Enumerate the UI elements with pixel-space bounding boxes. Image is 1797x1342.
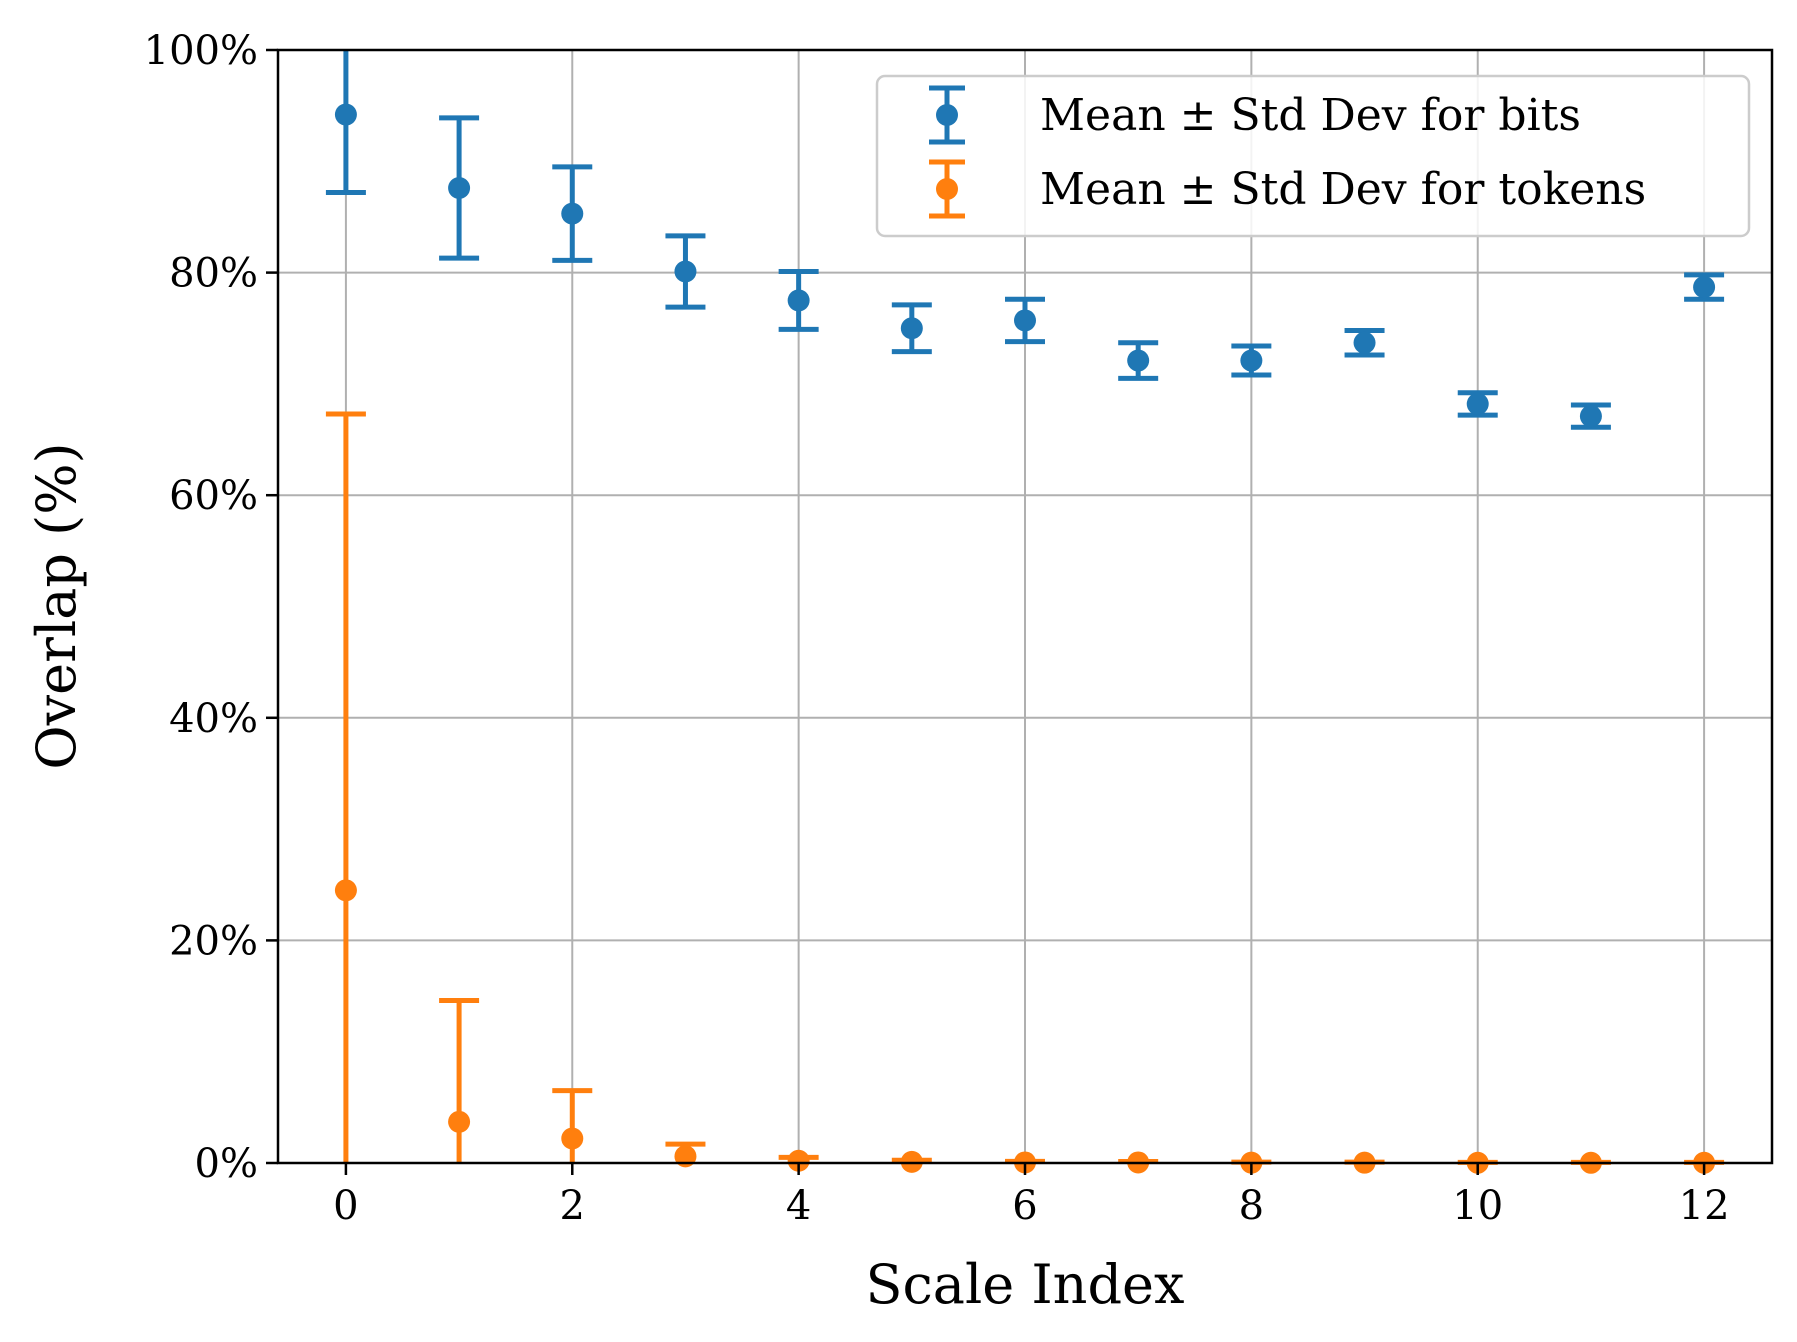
data-point — [448, 177, 471, 200]
data-point — [787, 289, 810, 312]
data-point — [1014, 309, 1036, 332]
y-tick-label: 80% — [169, 251, 258, 297]
data-point — [1693, 276, 1716, 299]
data-point — [1127, 349, 1150, 372]
data-point — [561, 1127, 584, 1150]
x-tick-label: 8 — [1239, 1183, 1264, 1229]
y-tick-label: 40% — [169, 696, 258, 742]
y-tick-label: 20% — [169, 918, 258, 964]
legend-item-1: Mean ± Std Dev for tokens — [929, 159, 1646, 219]
x-tick-label: 2 — [560, 1183, 585, 1229]
data-point — [787, 1149, 810, 1172]
data-point — [334, 879, 357, 902]
x-tick-label: 6 — [1012, 1183, 1037, 1229]
data-point — [674, 260, 697, 283]
legend-marker — [936, 178, 958, 200]
data-point — [1353, 331, 1376, 354]
y-axis-label: Overlap (%) — [25, 442, 88, 769]
y-tick-label: 100% — [144, 28, 258, 74]
x-tick-label: 0 — [333, 1183, 358, 1229]
legend-label: Mean ± Std Dev for tokens — [1040, 164, 1646, 215]
data-point — [561, 202, 584, 225]
legend-label: Mean ± Std Dev for bits — [1040, 90, 1581, 141]
legend: Mean ± Std Dev for bits Mean ± Std Dev fo… — [875, 74, 1751, 238]
data-point — [448, 1110, 471, 1133]
data-point — [1466, 392, 1489, 415]
x-tick-label: 4 — [786, 1183, 811, 1229]
data-point — [1240, 349, 1263, 372]
data-point — [900, 317, 923, 340]
x-tick-label: 10 — [1452, 1183, 1503, 1229]
legend-box — [875, 74, 1751, 238]
data-point — [334, 103, 357, 126]
x-axis-label: Scale Index — [866, 1253, 1185, 1316]
ticks: 0 2 4 6 8 10 12 0% 20% 40% 60% 80% 100% — [144, 28, 1730, 1229]
series-0 — [325, 50, 1725, 430]
data-point — [1579, 405, 1602, 428]
legend-item-0: Mean ± Std Dev for bits — [929, 85, 1581, 145]
legend-marker — [936, 104, 958, 126]
x-tick-label: 12 — [1679, 1183, 1730, 1229]
y-tick-label: 0% — [195, 1141, 258, 1187]
y-tick-label: 60% — [169, 473, 258, 519]
